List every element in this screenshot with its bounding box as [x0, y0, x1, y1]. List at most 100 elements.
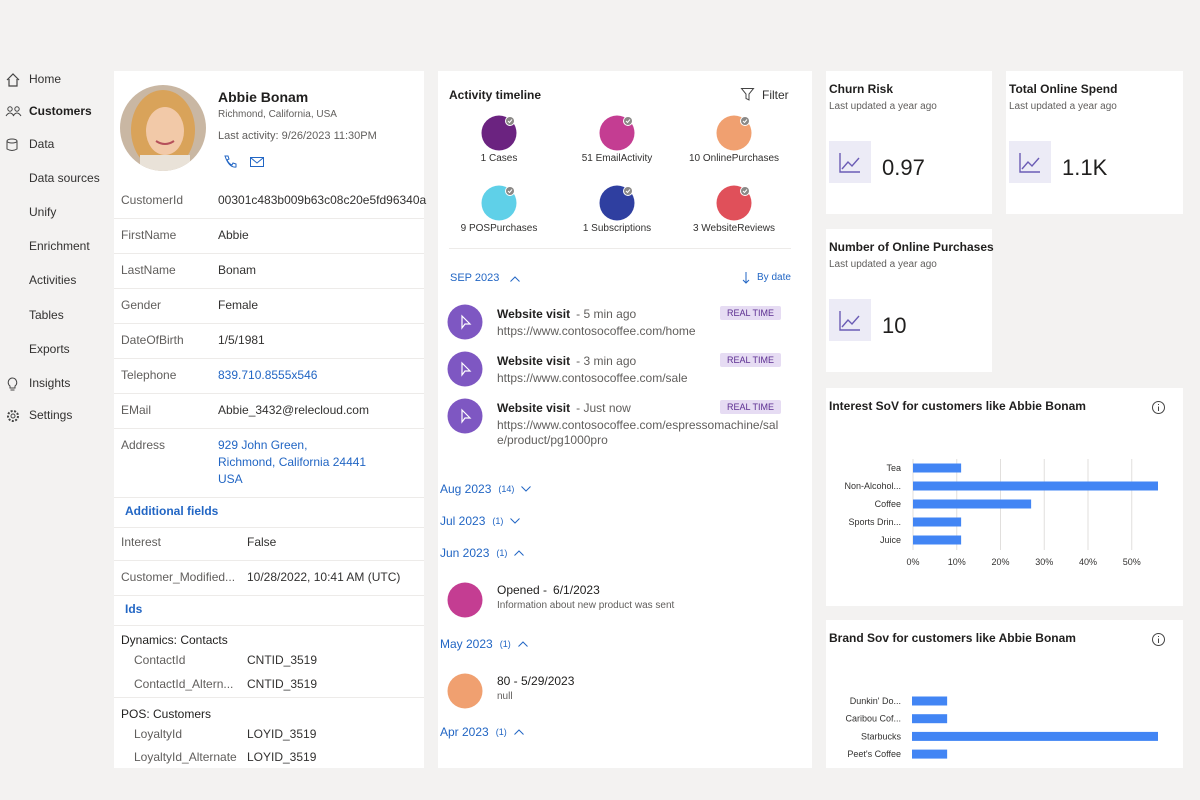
activity-type-icon	[481, 185, 517, 221]
nav-icon-part	[5, 112, 22, 117]
nav-icon	[7, 377, 18, 391]
nav-icon	[7, 410, 19, 422]
nav-item[interactable]: Unify	[29, 205, 57, 219]
field-label: ContactId_Altern...	[134, 677, 234, 691]
chevron-path	[513, 729, 524, 735]
nav-icon-part	[7, 377, 18, 391]
email-button[interactable]	[250, 157, 264, 167]
month-chevron	[521, 486, 532, 492]
filter-button[interactable]: Filter	[762, 88, 789, 102]
month-toggle[interactable]: Jul 2023 (1)	[440, 514, 521, 528]
phone-button[interactable]	[223, 155, 237, 169]
month-toggle[interactable]: Jun 2023 (1)	[440, 546, 525, 560]
avatar-part	[120, 85, 206, 171]
event-icon-part	[461, 314, 472, 330]
field-label: Interest	[121, 535, 162, 549]
info-icon[interactable]	[1152, 633, 1165, 646]
nav-icon-part	[6, 138, 18, 144]
kpi-icon-part	[839, 153, 860, 173]
field-value: Female	[218, 298, 259, 312]
nav-item[interactable]: Settings	[29, 408, 73, 422]
event-detail: https://www.contosocoffee.com/sale	[497, 371, 688, 385]
chart-card	[826, 620, 1183, 768]
row-separator	[114, 323, 424, 324]
field-value: Abbie	[218, 228, 249, 242]
realtime-badge: REAL TIME	[720, 306, 782, 320]
kpi-icon-part	[829, 299, 871, 341]
field-value: LOYID_3519	[247, 750, 317, 764]
activity-type-icon-part	[624, 187, 632, 195]
filter-icon[interactable]	[740, 88, 755, 101]
nav-icon-part	[14, 106, 20, 112]
activity-type-icon-part	[507, 119, 513, 124]
event-detail: https://www.contosocoffee.com/espressoma…	[497, 418, 779, 447]
event-icon-part	[447, 582, 483, 618]
activity-type-icon-part	[625, 119, 631, 124]
activity-type-icon-part	[741, 187, 749, 195]
kpi-updated: Last updated a year ago	[1009, 101, 1117, 112]
nav-item[interactable]: Customers	[29, 104, 92, 118]
month-label: May 2023	[440, 637, 493, 651]
nav-item[interactable]: Enrichment	[29, 239, 90, 253]
nav-item[interactable]: Data sources	[29, 171, 100, 185]
event-title: Website visit	[497, 307, 571, 321]
section-heading: Additional fields	[125, 504, 219, 518]
field-label: DateOfBirth	[121, 333, 184, 347]
row-separator	[114, 497, 424, 498]
nav-item[interactable]: Data	[29, 137, 55, 151]
row-separator	[114, 358, 424, 359]
month-count: (1)	[492, 516, 504, 526]
month-chevron	[517, 641, 528, 647]
address-line: 929 John Green,	[218, 438, 308, 452]
avatar-part	[140, 155, 190, 171]
month-chevron	[514, 550, 525, 556]
activity-type-label: 51 EmailActivity	[581, 153, 653, 164]
month-toggle[interactable]: May 2023 (1)	[440, 637, 528, 651]
row-separator	[114, 527, 424, 528]
activity-type-icon	[716, 185, 752, 221]
event-icon	[447, 398, 483, 434]
activity-type-icon	[481, 115, 517, 151]
chart-title: Brand Sov for customers like Abbie Bonam	[829, 631, 1076, 645]
avatar-part	[155, 140, 175, 145]
info-icon[interactable]	[1152, 401, 1165, 414]
nav-item[interactable]: Activities	[29, 273, 77, 287]
event-time: 6/1/2023	[553, 583, 600, 597]
kpi-updated: Last updated a year ago	[829, 101, 937, 112]
row-separator	[114, 288, 424, 289]
field-value: CNTID_3519	[247, 677, 318, 691]
month-count: (14)	[498, 484, 515, 494]
nav-item[interactable]: Home	[29, 72, 62, 86]
collapse-chevron[interactable]	[510, 276, 520, 282]
month-count: (1)	[499, 639, 511, 649]
sort-button[interactable]: By date	[757, 272, 791, 283]
field-value: 10/28/2022, 10:41 AM (UTC)	[247, 570, 401, 584]
month-toggle[interactable]: Aug 2023 (14)	[440, 482, 532, 496]
field-label: Gender	[121, 298, 162, 312]
avatar	[120, 85, 206, 171]
sort-icon	[742, 272, 750, 284]
activity-type-icon-part	[506, 117, 514, 125]
field-label: FirstName	[121, 228, 177, 242]
field-value: LOYID_3519	[247, 727, 317, 741]
field-value: 00301c483b009b63c08c20e5fd96340a	[218, 193, 427, 207]
event-title: Opened -	[497, 583, 548, 597]
chevron-path	[510, 518, 521, 524]
nav-item[interactable]: Exports	[29, 342, 70, 356]
chevron-path	[514, 550, 525, 556]
nav-icon-part	[7, 410, 19, 422]
field-label: EMail	[121, 403, 152, 417]
nav-icon-part	[6, 73, 20, 87]
kpi-value: 0.97	[882, 155, 925, 180]
field-label: Address	[121, 438, 166, 452]
activity-type-icon-part	[742, 189, 748, 194]
month-toggle[interactable]: Apr 2023 (1)	[440, 725, 524, 739]
row-separator	[114, 393, 424, 394]
kpi-icon	[829, 141, 871, 183]
nav-item[interactable]: Tables	[29, 308, 64, 322]
event-icon-part	[447, 673, 483, 709]
nav-item[interactable]: Insights	[29, 376, 71, 390]
event-header: Website visit - 5 min ago	[497, 307, 636, 321]
kpi-value: 1.1K	[1062, 155, 1108, 180]
